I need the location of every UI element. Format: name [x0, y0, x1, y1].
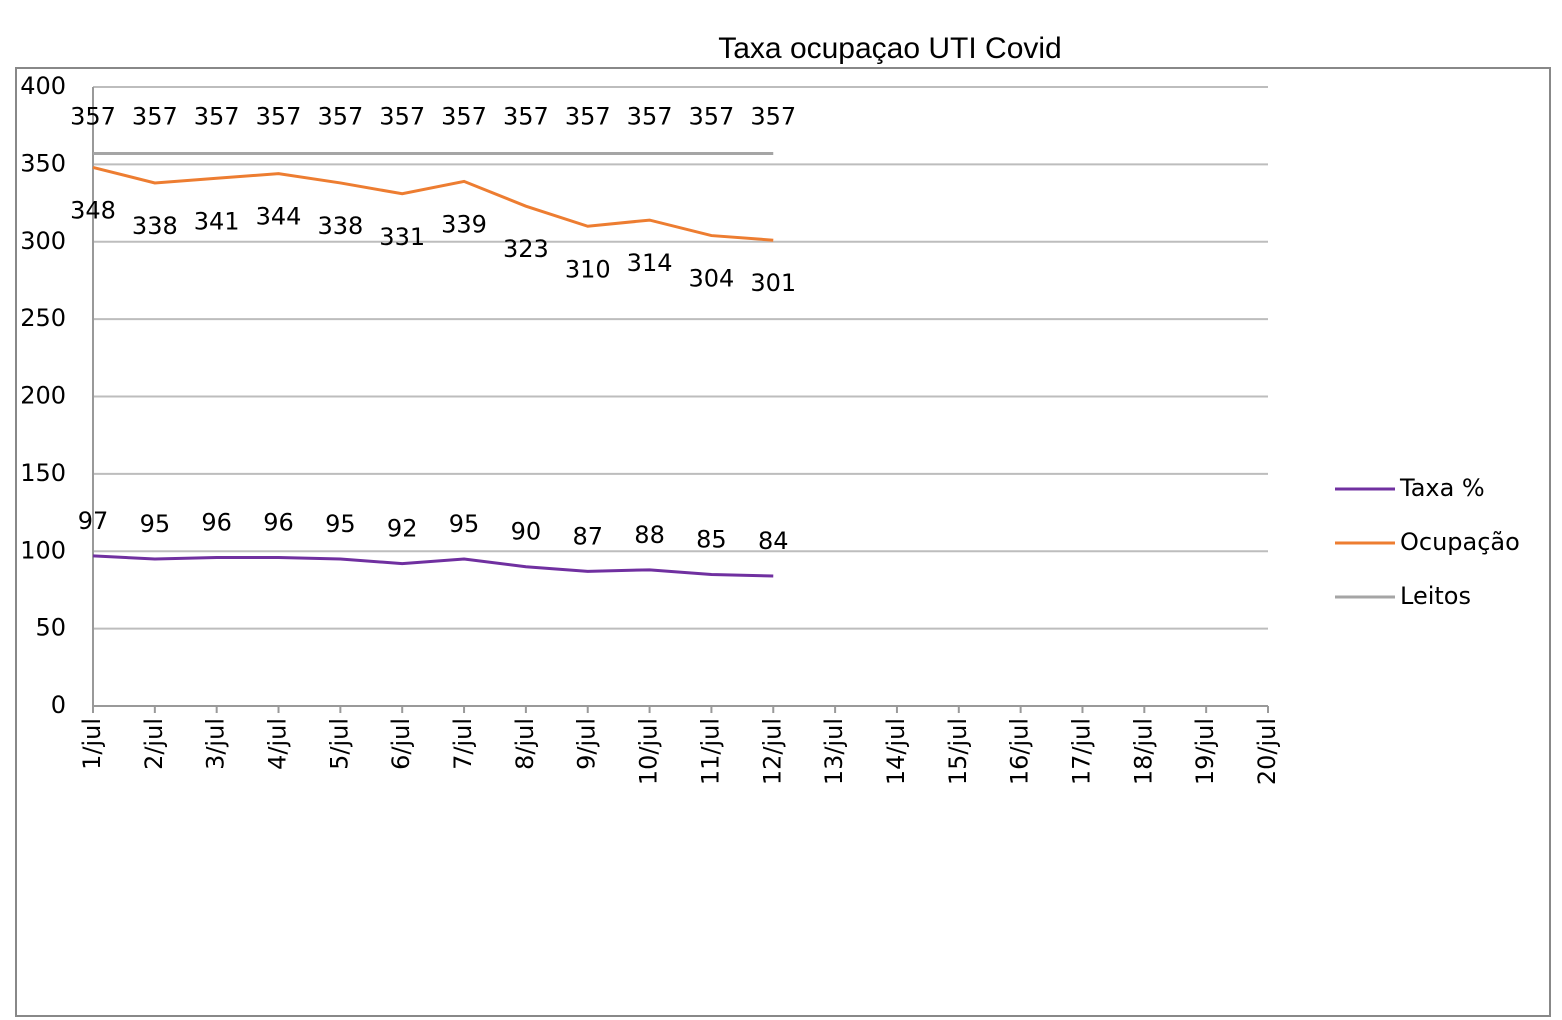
data-label: 357	[627, 103, 673, 131]
data-label: 96	[263, 508, 294, 536]
x-tick-label: 12/jul	[758, 718, 786, 785]
legend-label: Leitos	[1400, 582, 1471, 610]
x-tick-label: 20/jul	[1253, 718, 1281, 785]
data-label: 357	[379, 103, 425, 131]
data-label: 357	[441, 103, 487, 131]
data-label: 95	[140, 510, 171, 538]
legend-label: Ocupação	[1400, 528, 1520, 556]
x-tick-label: 9/jul	[573, 718, 601, 770]
data-label: 357	[503, 103, 549, 131]
x-tick-label: 7/jul	[449, 718, 477, 770]
data-label: 301	[750, 269, 796, 297]
data-label: 344	[256, 203, 302, 231]
data-label: 304	[689, 265, 735, 293]
x-tick-label: 10/jul	[635, 718, 663, 785]
data-label: 84	[758, 527, 789, 555]
series-line	[92, 554, 774, 578]
series-line	[92, 166, 774, 242]
data-label: 357	[689, 103, 735, 131]
x-tick-label: 5/jul	[325, 718, 353, 770]
data-label: 90	[511, 518, 542, 546]
chart-border	[15, 67, 1551, 1017]
data-label: 97	[78, 507, 109, 535]
y-tick-label: 400	[20, 72, 66, 100]
y-tick-label: 350	[20, 149, 66, 177]
y-tick-label: 200	[20, 382, 66, 410]
data-label: 331	[379, 223, 425, 251]
x-tick-label: 1/jul	[78, 718, 106, 770]
data-label: 92	[387, 515, 418, 543]
x-tick-label: 3/jul	[202, 718, 230, 770]
data-label: 357	[317, 103, 363, 131]
y-tick-label: 50	[35, 614, 66, 642]
x-tick-label: 14/jul	[882, 718, 910, 785]
y-tick-label: 300	[20, 227, 66, 255]
x-tick-label: 13/jul	[820, 718, 848, 785]
x-tick-label: 16/jul	[1006, 718, 1034, 785]
y-tick-label: 150	[20, 459, 66, 487]
data-label: 96	[201, 508, 232, 536]
x-tick-label: 8/jul	[511, 718, 539, 770]
data-label: 357	[194, 103, 240, 131]
data-label: 341	[194, 207, 240, 235]
x-tick-label: 19/jul	[1191, 718, 1219, 785]
data-label: 310	[565, 255, 611, 283]
data-label: 87	[572, 522, 603, 550]
x-tick-label: 4/jul	[264, 718, 292, 770]
data-label: 95	[449, 510, 480, 538]
data-label: 357	[256, 103, 302, 131]
data-label: 323	[503, 235, 549, 263]
y-tick-label: 250	[20, 304, 66, 332]
data-label: 338	[317, 212, 363, 240]
data-label: 357	[565, 103, 611, 131]
x-tick-label: 6/jul	[387, 718, 415, 770]
data-label: 357	[750, 103, 796, 131]
data-label: 85	[696, 525, 727, 553]
y-tick-label: 100	[20, 536, 66, 564]
data-label: 338	[132, 212, 178, 240]
data-label: 339	[441, 210, 487, 238]
x-tick-label: 11/jul	[696, 718, 724, 785]
data-label: 348	[70, 196, 116, 224]
data-label: 88	[634, 521, 665, 549]
x-tick-label: 17/jul	[1067, 718, 1095, 785]
data-label: 357	[132, 103, 178, 131]
x-tick-label: 18/jul	[1129, 718, 1157, 785]
data-label: 95	[325, 510, 356, 538]
legend-label: Taxa %	[1399, 474, 1485, 502]
x-tick-label: 15/jul	[944, 718, 972, 785]
y-tick-label: 0	[51, 691, 66, 719]
x-tick-label: 2/jul	[140, 718, 168, 770]
chart-title: Taxa ocupaçao UTI Covid	[718, 32, 1062, 65]
data-label: 357	[70, 103, 116, 131]
data-label: 314	[627, 249, 673, 277]
